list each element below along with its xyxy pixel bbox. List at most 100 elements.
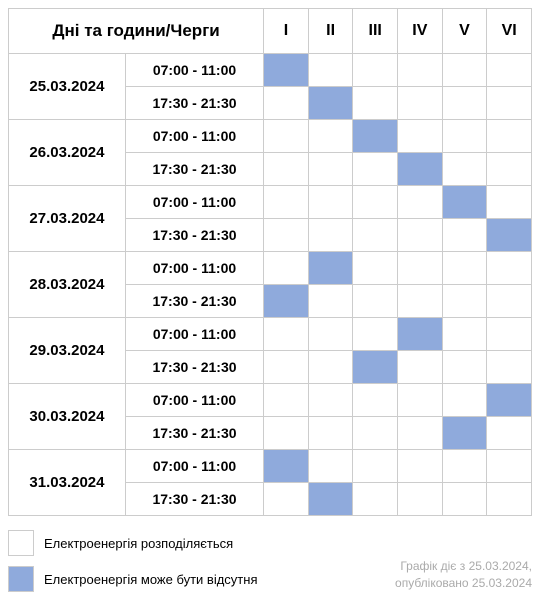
queue-cell [398, 483, 443, 516]
legend-section: Електроенергія розподіляється Електроене… [8, 530, 532, 592]
date-cell: 27.03.2024 [9, 186, 126, 252]
queue-cell [398, 417, 443, 450]
date-cell: 31.03.2024 [9, 450, 126, 516]
queue-cell [264, 351, 309, 384]
time-cell: 07:00 - 11:00 [125, 252, 263, 285]
queue-cell [487, 417, 532, 450]
queue-header-4: IV [398, 9, 443, 54]
queue-cell [353, 318, 398, 351]
queue-cell [487, 186, 532, 219]
footer-line2: опубліковано 25.03.2024 [395, 575, 532, 592]
queue-cell [487, 318, 532, 351]
queue-cell [308, 87, 353, 120]
queue-header-6: VI [487, 9, 532, 54]
queue-cell [487, 483, 532, 516]
queue-cell [442, 252, 487, 285]
queue-cell [398, 450, 443, 483]
legend-available-text: Електроенергія розподіляється [44, 536, 233, 551]
queue-cell [264, 285, 309, 318]
date-cell: 25.03.2024 [9, 54, 126, 120]
queue-cell [308, 318, 353, 351]
main-header: Дні та години/Черги [9, 9, 264, 54]
date-cell: 28.03.2024 [9, 252, 126, 318]
queue-cell [487, 252, 532, 285]
queue-cell [487, 450, 532, 483]
queue-cell [264, 87, 309, 120]
queue-cell [442, 384, 487, 417]
queue-cell [353, 417, 398, 450]
time-cell: 07:00 - 11:00 [125, 186, 263, 219]
queue-cell [442, 54, 487, 87]
queue-cell [487, 153, 532, 186]
time-cell: 17:30 - 21:30 [125, 87, 263, 120]
queue-cell [308, 153, 353, 186]
date-cell: 29.03.2024 [9, 318, 126, 384]
queue-cell [264, 120, 309, 153]
queue-cell [398, 285, 443, 318]
queue-cell [264, 483, 309, 516]
legend-items: Електроенергія розподіляється Електроене… [8, 530, 257, 592]
queue-cell [308, 417, 353, 450]
queue-cell [308, 54, 353, 87]
queue-cell [442, 417, 487, 450]
table-row: 25.03.202407:00 - 11:00 [9, 54, 532, 87]
queue-cell [264, 318, 309, 351]
time-cell: 07:00 - 11:00 [125, 54, 263, 87]
queue-cell [264, 153, 309, 186]
queue-cell [442, 318, 487, 351]
queue-cell [353, 450, 398, 483]
time-cell: 17:30 - 21:30 [125, 285, 263, 318]
queue-cell [487, 54, 532, 87]
queue-cell [264, 219, 309, 252]
queue-cell [353, 351, 398, 384]
queue-cell [308, 219, 353, 252]
time-cell: 07:00 - 11:00 [125, 450, 263, 483]
queue-cell [487, 384, 532, 417]
legend-swatch-outage [8, 566, 34, 592]
time-cell: 17:30 - 21:30 [125, 417, 263, 450]
time-cell: 17:30 - 21:30 [125, 351, 263, 384]
queue-cell [442, 153, 487, 186]
time-cell: 17:30 - 21:30 [125, 219, 263, 252]
queue-cell [353, 219, 398, 252]
queue-cell [308, 186, 353, 219]
legend-outage-text: Електроенергія може бути відсутня [44, 572, 257, 587]
queue-cell [487, 87, 532, 120]
queue-cell [264, 417, 309, 450]
queue-header-1: I [264, 9, 309, 54]
queue-cell [442, 450, 487, 483]
table-row: 26.03.202407:00 - 11:00 [9, 120, 532, 153]
queue-cell [398, 120, 443, 153]
queue-cell [398, 384, 443, 417]
queue-cell [353, 384, 398, 417]
queue-cell [442, 87, 487, 120]
time-cell: 07:00 - 11:00 [125, 384, 263, 417]
queue-cell [353, 54, 398, 87]
legend-outage: Електроенергія може бути відсутня [8, 566, 257, 592]
queue-cell [308, 252, 353, 285]
queue-header-5: V [442, 9, 487, 54]
queue-cell [398, 252, 443, 285]
queue-cell [264, 384, 309, 417]
header-row: Дні та години/Черги IIIIIIIVVVI [9, 9, 532, 54]
queue-cell [353, 285, 398, 318]
queue-cell [487, 285, 532, 318]
queue-cell [264, 54, 309, 87]
date-cell: 26.03.2024 [9, 120, 126, 186]
table-row: 28.03.202407:00 - 11:00 [9, 252, 532, 285]
queue-cell [442, 285, 487, 318]
queue-cell [353, 153, 398, 186]
queue-cell [442, 483, 487, 516]
outage-schedule-table: Дні та години/Черги IIIIIIIVVVI 25.03.20… [8, 8, 532, 516]
queue-header-2: II [308, 9, 353, 54]
queue-cell [487, 351, 532, 384]
queue-cell [353, 87, 398, 120]
footer-note: Графік діє з 25.03.2024, опубліковано 25… [395, 558, 532, 592]
queue-cell [487, 219, 532, 252]
queue-cell [398, 153, 443, 186]
queue-cell [308, 285, 353, 318]
table-row: 27.03.202407:00 - 11:00 [9, 186, 532, 219]
queue-cell [398, 87, 443, 120]
table-row: 30.03.202407:00 - 11:00 [9, 384, 532, 417]
time-cell: 07:00 - 11:00 [125, 318, 263, 351]
